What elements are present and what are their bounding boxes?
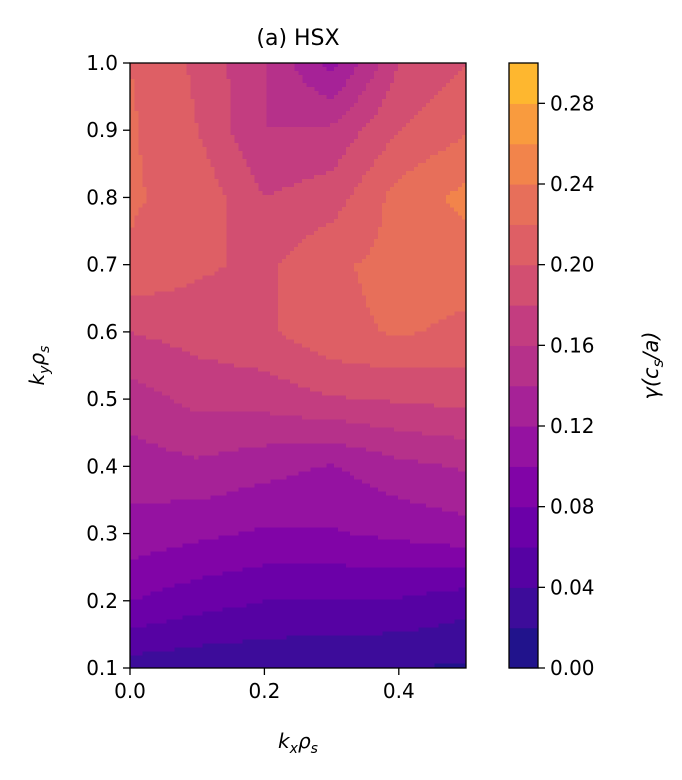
colorbar-segment [509, 506, 538, 548]
colorbar-tick-label: 0.12 [550, 414, 595, 438]
contour-band-9 [130, 63, 466, 408]
colorbar-segment [509, 547, 538, 588]
colorbar-tick-label: 0.00 [550, 656, 595, 680]
colorbar-segment [509, 385, 538, 427]
colorbar-tick-label: 0.08 [550, 495, 595, 519]
colorbar-frame [508, 62, 539, 669]
contour-band-1 [130, 619, 466, 668]
colorbar-label: γ(cs/a) [639, 331, 667, 399]
x-tick-label: 0.0 [114, 679, 146, 703]
x-axis: 0.0 0.2 0.4 [114, 668, 415, 703]
colorbar-tick-label: 0.24 [550, 172, 595, 196]
contour-band-2 [130, 587, 466, 656]
y-tick-label: 0.2 [86, 589, 118, 613]
colorbar-segment [509, 63, 538, 104]
x-axis-label: kxρs [278, 729, 318, 757]
y-tick-label: 0.1 [86, 656, 118, 680]
contour-band-6 [130, 63, 466, 516]
contour-band-4 [130, 527, 466, 600]
plot-frame [129, 62, 467, 669]
contour-band-11 [130, 79, 466, 336]
contour-band-8 [130, 63, 466, 440]
y-tick-label: 0.7 [86, 253, 118, 277]
colorbar-segment [509, 466, 538, 508]
y-tick-label: 0.9 [86, 118, 118, 142]
colorbar-tick-label: 0.04 [550, 575, 595, 599]
y-tick-label: 0.3 [86, 522, 118, 546]
contour-band-5 [130, 63, 466, 560]
y-tick-label: 1.0 [86, 51, 118, 75]
colorbar-segment [509, 305, 538, 346]
colorbar-segment [509, 426, 538, 467]
contour-band-3 [130, 563, 466, 628]
colorbar-segment [509, 345, 538, 387]
colorbar-segment [509, 587, 538, 629]
colorbar-tick-label: 0.16 [550, 333, 595, 357]
colorbar-tick-label: 0.28 [550, 91, 595, 115]
colorbar [509, 63, 538, 669]
y-axis-label: kyρs [25, 346, 53, 386]
x-tick-label: 0.2 [248, 679, 280, 703]
contour-band-7 [130, 63, 466, 472]
colorbar-axis: 0.00 0.04 0.08 0.12 0.16 0.20 0.24 0.28 [538, 91, 595, 680]
colorbar-tick-label: 0.20 [550, 253, 595, 277]
y-tick-label: 0.8 [86, 185, 118, 209]
chart-title: (a) HSX [256, 26, 339, 51]
contour-band-12 [446, 183, 466, 220]
colorbar-segment [509, 224, 538, 266]
y-axis: 0.1 0.2 0.3 0.4 0.5 0.6 0.7 0.8 0.9 1.0 [86, 51, 130, 680]
colorbar-segment [509, 103, 538, 145]
y-tick-label: 0.5 [86, 387, 118, 411]
contour-band-10 [130, 63, 466, 368]
colorbar-segment [509, 264, 538, 306]
x-tick-label: 0.4 [383, 679, 415, 703]
y-tick-label: 0.4 [86, 454, 118, 478]
colorbar-segment [509, 184, 538, 225]
colorbar-segment [509, 143, 538, 185]
contour-plot-area [130, 63, 466, 668]
colorbar-segment [509, 627, 538, 669]
y-tick-label: 0.6 [86, 320, 118, 344]
